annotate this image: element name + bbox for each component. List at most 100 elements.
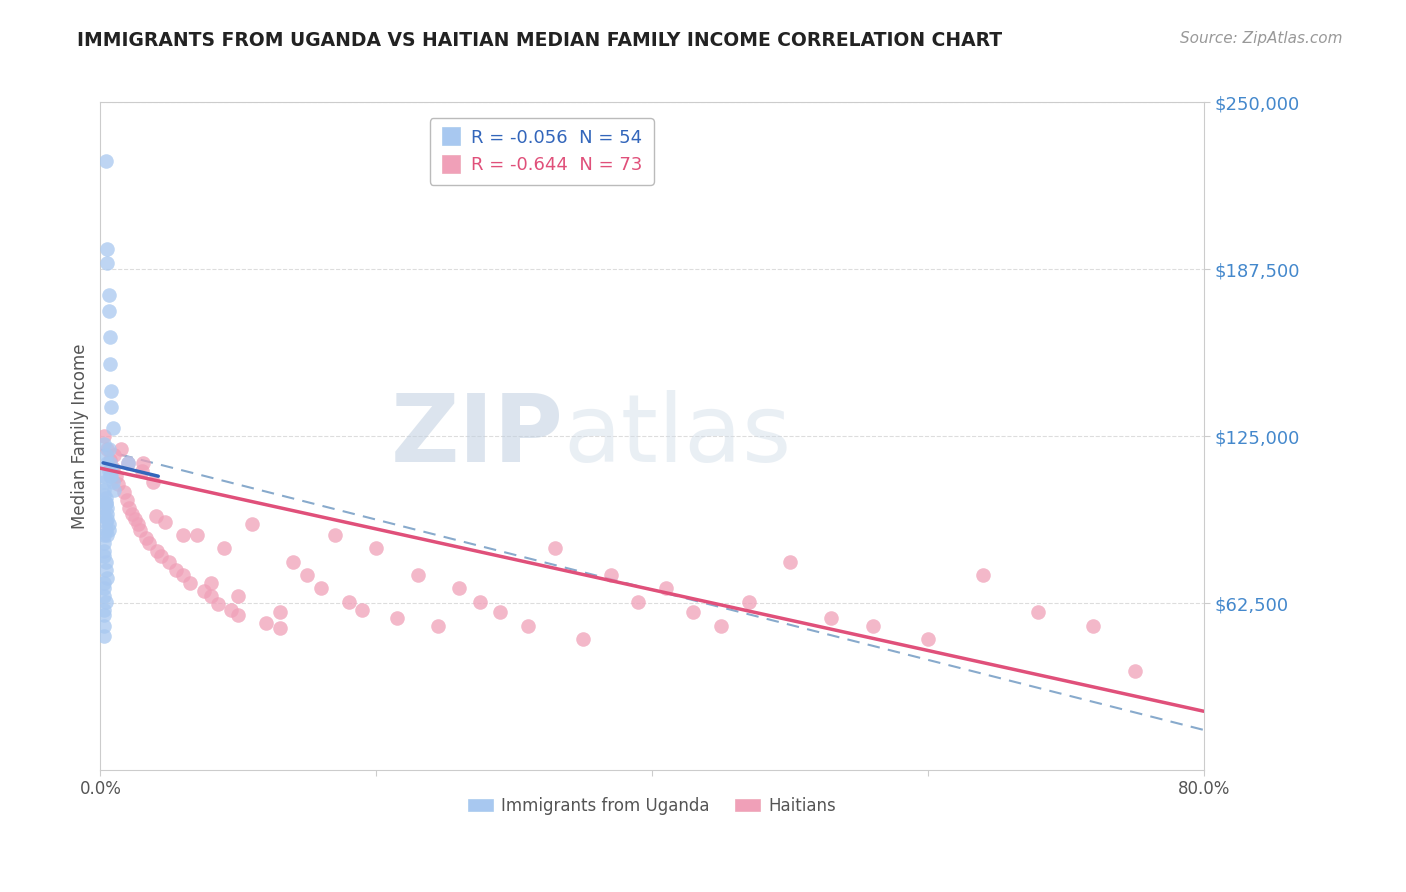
Point [93,469,115,483]
Point [121,507,143,521]
Point [516,619,538,633]
Point [93,576,115,591]
Point [138,536,160,550]
Point [682,606,704,620]
Point [100,384,122,398]
Y-axis label: Median Family Income: Median Family Income [72,343,89,529]
Point [98,357,121,371]
Point [97,517,120,532]
Point [96,507,118,521]
Point [1026,606,1049,620]
Point [117,456,139,470]
Point [710,619,733,633]
Point [283,555,305,569]
Point [118,501,141,516]
Point [737,595,759,609]
Point [93,429,115,443]
Point [103,448,125,462]
Point [447,582,470,596]
Text: IMMIGRANTS FROM UGANDA VS HAITIAN MEDIAN FAMILY INCOME CORRELATION CHART: IMMIGRANTS FROM UGANDA VS HAITIAN MEDIAN… [77,31,1002,50]
Point [94,595,117,609]
Point [93,630,115,644]
Point [240,517,263,532]
Point [226,590,249,604]
Point [157,555,180,569]
Text: ZIP: ZIP [391,390,564,483]
Point [96,255,118,269]
Point [145,509,167,524]
Point [93,536,115,550]
Point [103,483,125,497]
Point [1123,664,1146,678]
Point [153,515,176,529]
Point [406,568,429,582]
Point [96,501,118,516]
Point [96,242,118,256]
Text: Source: ZipAtlas.com: Source: ZipAtlas.com [1180,31,1343,46]
Point [93,501,115,516]
Point [93,619,115,633]
Point [165,563,187,577]
Point [93,475,115,489]
Point [655,582,678,596]
Point [94,523,117,537]
Point [97,303,120,318]
Point [100,464,122,478]
Point [93,437,115,451]
Point [127,517,149,532]
Point [150,549,173,564]
Point [94,563,117,577]
Point [101,421,124,435]
Point [221,603,243,617]
Point [254,616,277,631]
Point [779,555,801,569]
Point [366,541,388,556]
Point [544,541,567,556]
Point [93,582,115,596]
Point [94,448,117,462]
Point [93,528,115,542]
Point [226,608,249,623]
Point [352,603,374,617]
Point [97,523,120,537]
Point [101,475,124,489]
Point [269,622,291,636]
Point [97,287,120,301]
Point [96,528,118,542]
Point [93,608,115,623]
Point [132,456,155,470]
Point [135,531,157,545]
Point [93,549,115,564]
Point [309,582,332,596]
Point [93,544,115,558]
Point [427,619,450,633]
Point [98,469,121,483]
Point [96,512,118,526]
Point [100,400,122,414]
Point [862,619,884,633]
Point [98,330,121,344]
Point [94,154,117,169]
Legend: Immigrants from Uganda, Haitians: Immigrants from Uganda, Haitians [461,790,842,822]
Point [572,632,595,647]
Point [93,483,115,497]
Point [599,568,621,582]
Point [972,568,994,582]
Point [627,595,650,609]
Point [917,632,939,647]
Point [93,488,115,502]
Point [96,571,118,585]
Point [93,509,115,524]
Point [112,485,135,500]
Point [820,611,842,625]
Point [96,442,118,457]
Point [94,496,117,510]
Point [98,456,121,470]
Point [200,576,222,591]
Point [1083,619,1105,633]
Point [468,595,491,609]
Point [186,528,208,542]
Point [100,469,122,483]
Point [172,568,194,582]
Point [337,595,360,609]
